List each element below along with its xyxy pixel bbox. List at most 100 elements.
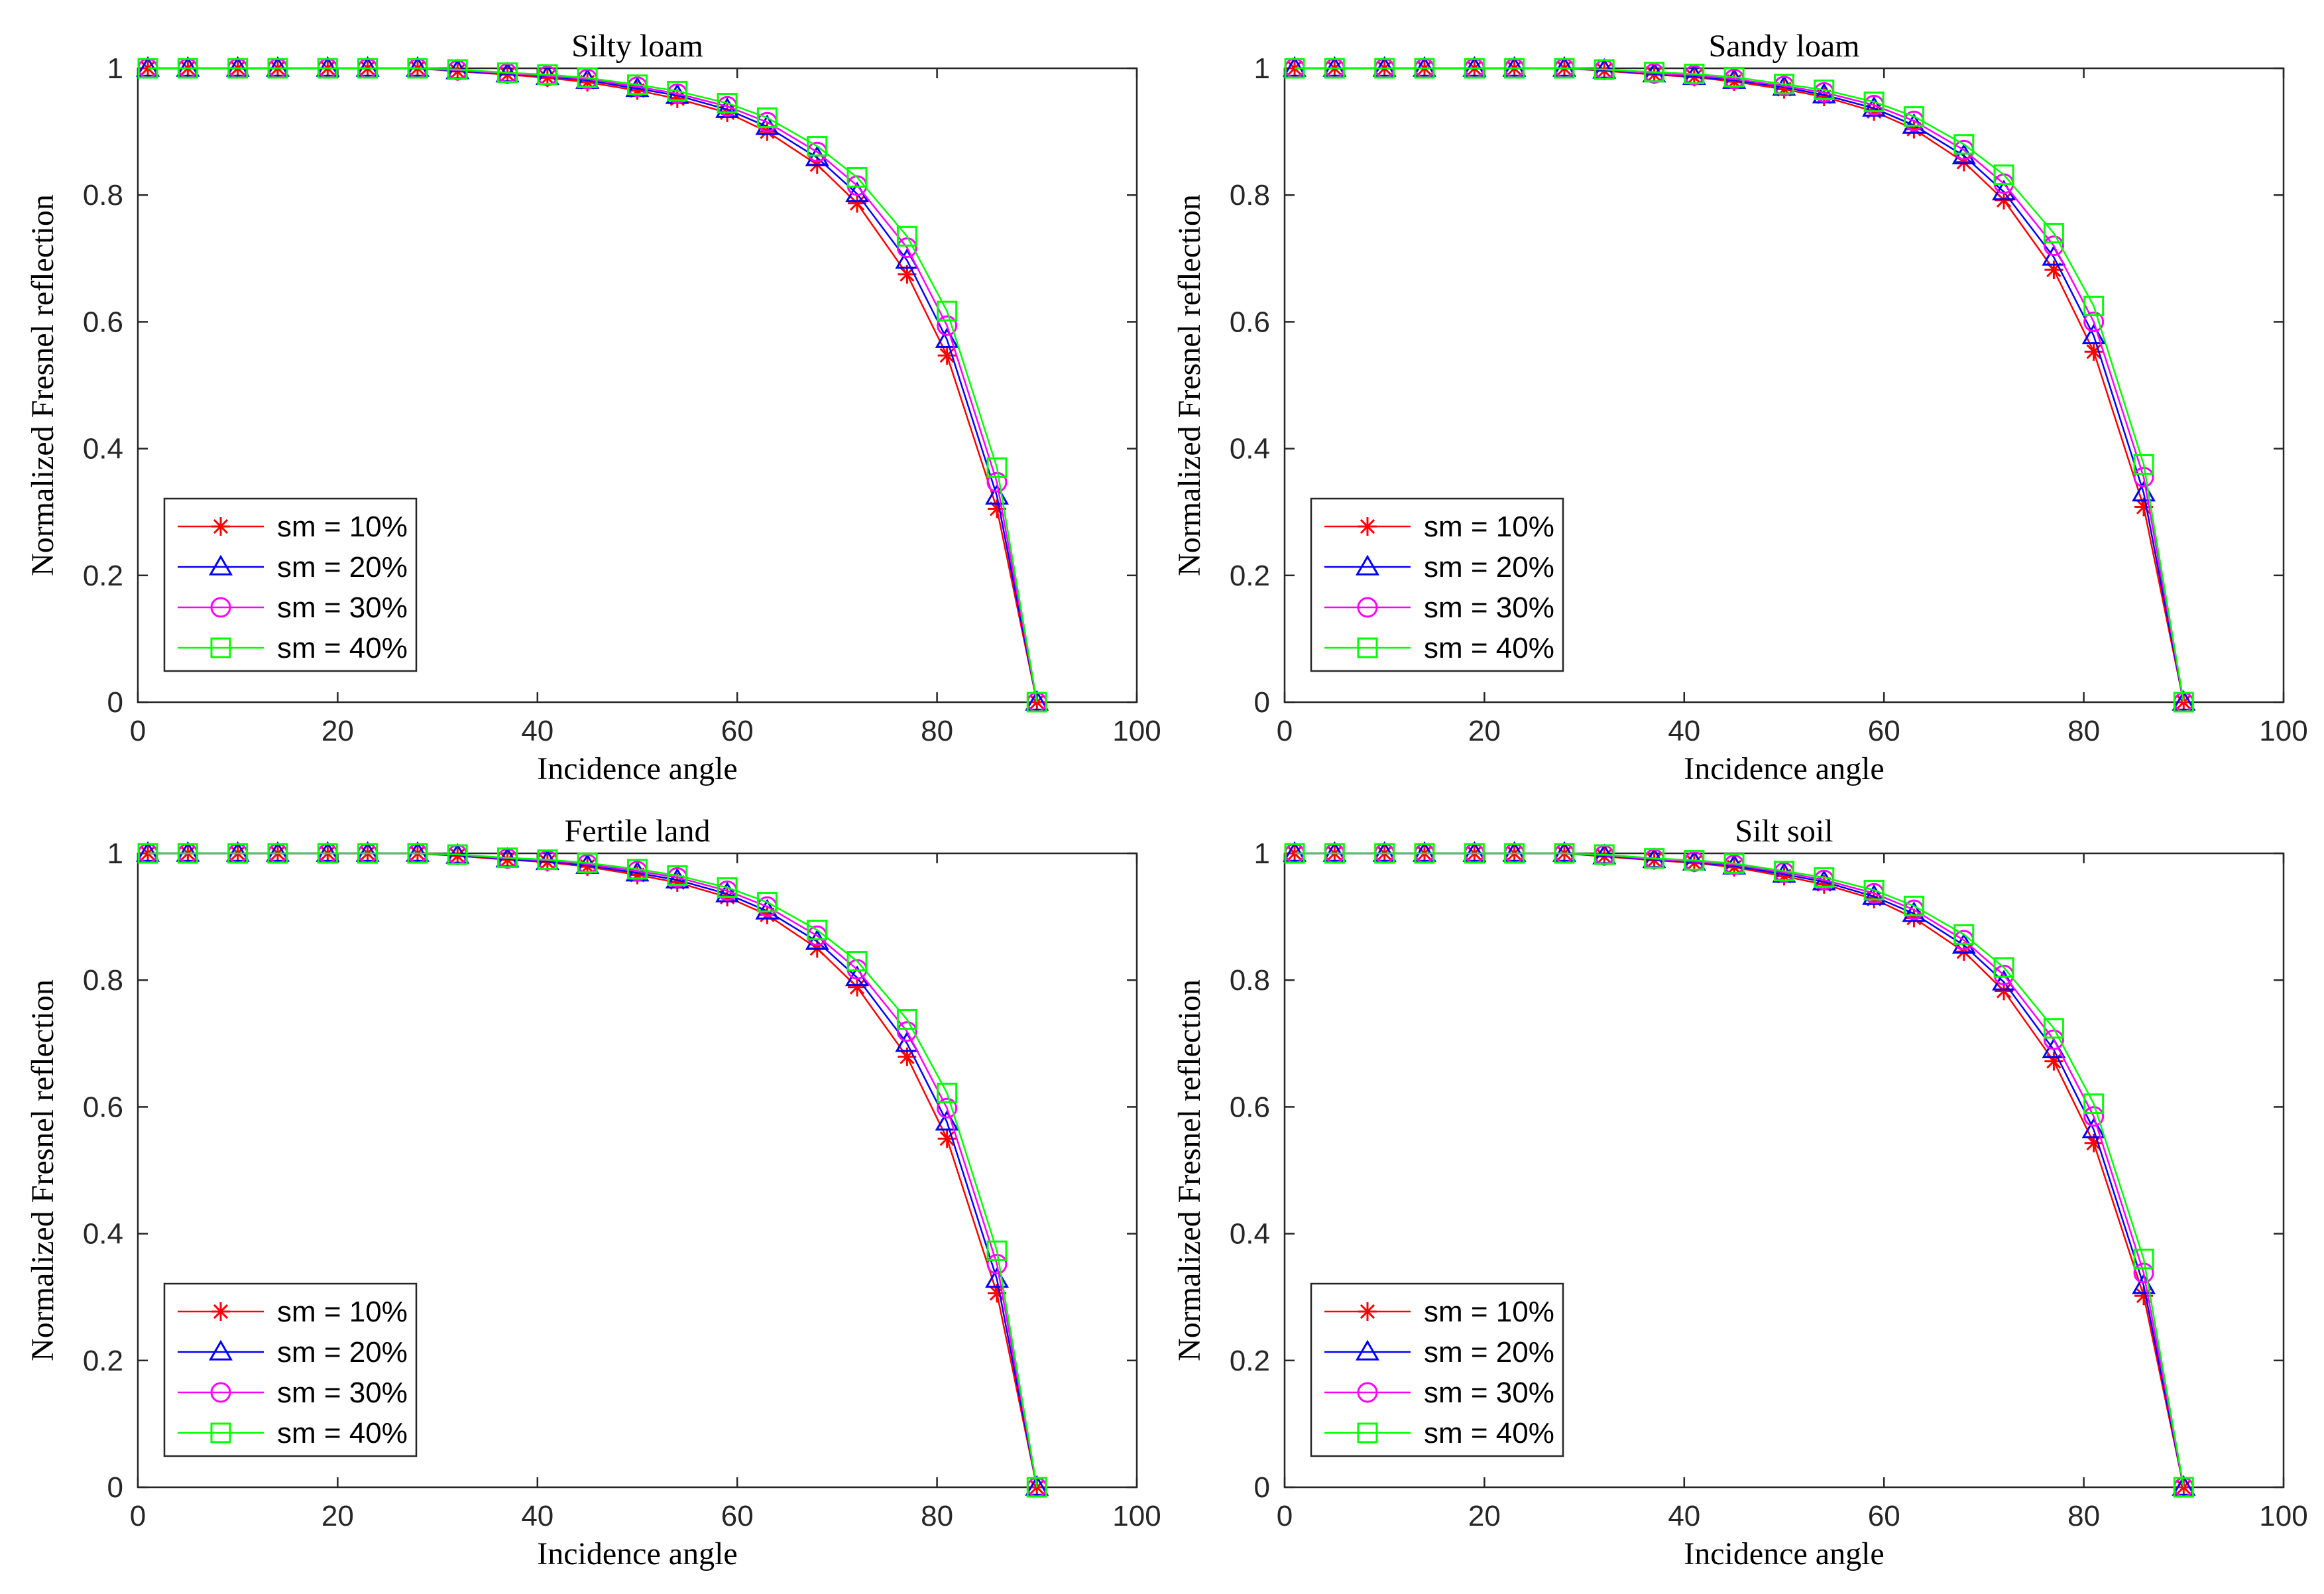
data-point — [1283, 841, 1307, 862]
series-line — [148, 852, 1038, 1488]
data-point — [1025, 1475, 1049, 1496]
legend-marker — [210, 597, 231, 618]
legend-item: sm = 40% — [1324, 1417, 1554, 1449]
data-point — [1774, 861, 1794, 882]
legend-marker — [210, 1422, 231, 1443]
data-point — [2081, 1117, 2106, 1138]
x-tick-label: 0 — [1277, 1500, 1293, 1532]
data-point — [355, 841, 380, 862]
legend-item: sm = 20% — [178, 551, 408, 583]
x-tick-label: 60 — [721, 1500, 754, 1532]
data-point — [2083, 1106, 2105, 1127]
data-point — [1322, 56, 1347, 77]
data-point — [1504, 843, 1525, 864]
data-point — [577, 852, 598, 873]
data-point — [667, 80, 688, 101]
data-point — [1993, 164, 2014, 186]
data-point — [2173, 1477, 2194, 1498]
data-point — [1374, 843, 1395, 864]
data-point — [1953, 134, 1975, 155]
data-point — [627, 74, 648, 95]
legend-item: sm = 20% — [1324, 1336, 1554, 1369]
legend-item: sm = 30% — [178, 1377, 408, 1409]
legend-marker — [1357, 597, 1378, 618]
legend-label: sm = 40% — [277, 1417, 408, 1449]
data-point — [405, 56, 430, 77]
x-tick-label: 100 — [2259, 1500, 2307, 1532]
data-point — [357, 58, 378, 79]
x-tick-label: 40 — [1668, 715, 1700, 747]
legend-box — [163, 1282, 418, 1457]
data-point — [537, 849, 558, 871]
legend-label: sm = 30% — [1424, 1377, 1554, 1409]
data-point — [2172, 1475, 2196, 1496]
legend-item: sm = 30% — [1324, 1377, 1554, 1409]
series-line — [1295, 852, 2185, 1488]
x-tick-label: 20 — [321, 1500, 354, 1532]
data-point — [848, 194, 867, 213]
y-tick-label: 0.4 — [1230, 433, 1270, 465]
x-axis-label: Incidence angle — [1684, 1536, 1884, 1571]
legend-item: sm = 20% — [1324, 551, 1554, 583]
data-point — [846, 951, 868, 972]
y-tick-label: 0.4 — [83, 433, 123, 465]
data-point — [225, 841, 250, 862]
data-point — [1723, 66, 1745, 88]
data-point — [717, 877, 738, 898]
x-tick-label: 40 — [521, 1500, 553, 1532]
legend-marker — [1357, 1382, 1378, 1403]
data-point — [937, 1082, 958, 1103]
data-point — [317, 58, 338, 79]
data-point — [1462, 56, 1487, 77]
legend-label: sm = 20% — [1424, 1336, 1554, 1369]
series-line — [1295, 67, 2185, 703]
legend-marker — [1355, 1339, 1380, 1361]
data-point — [627, 859, 648, 880]
y-tick-label: 0.2 — [1230, 560, 1270, 592]
y-tick-label: 0 — [107, 1471, 123, 1504]
data-point — [896, 1009, 917, 1030]
x-tick-label: 100 — [1112, 715, 1161, 747]
legend-label: sm = 20% — [277, 1336, 408, 1369]
data-point — [137, 843, 158, 864]
data-point — [1594, 844, 1615, 865]
data-point — [1903, 106, 1924, 127]
data-point — [2173, 692, 2194, 713]
data-point — [407, 58, 428, 79]
data-point — [1324, 58, 1345, 79]
y-tick-label: 1 — [1254, 837, 1270, 870]
data-point — [1814, 80, 1835, 101]
data-point — [1644, 62, 1665, 83]
y-axis-label: Normalized Fresnel reflection — [1172, 979, 1207, 1361]
x-tick-label: 20 — [1468, 715, 1501, 747]
data-point — [1644, 848, 1665, 869]
data-point — [1412, 841, 1436, 862]
data-point — [1684, 850, 1705, 871]
data-point — [986, 1240, 1008, 1261]
data-point — [1993, 957, 2014, 978]
data-point — [807, 920, 828, 941]
data-point — [1953, 924, 1975, 945]
data-point — [1594, 59, 1615, 80]
legend-marker — [1358, 517, 1377, 536]
x-axis-label: Incidence angle — [1684, 751, 1884, 786]
data-point — [937, 1097, 958, 1119]
data-point — [1414, 843, 1435, 864]
data-point — [497, 847, 518, 869]
legend-label: sm = 10% — [277, 1296, 408, 1328]
data-point — [2081, 324, 2106, 345]
chart-title: Silty loam — [571, 29, 703, 64]
legend-marker — [211, 517, 230, 536]
data-point — [177, 843, 198, 864]
legend-label: sm = 10% — [1424, 1296, 1554, 1328]
data-point — [225, 56, 250, 77]
chart-panel-3: 0 20 40 60 80 100 0 0.2 0.4 0.6 0.8 1 Fertile land In… — [25, 814, 1161, 1571]
data-point — [227, 843, 249, 864]
data-point — [227, 58, 249, 79]
chart-panel-2: 0 20 40 60 80 100 0 0.2 0.4 0.6 0.8 1 Sandy loam Inci… — [1172, 29, 2308, 786]
data-point — [1504, 58, 1525, 79]
data-point — [177, 58, 198, 79]
chart-panel-4: 0 20 40 60 80 100 0 0.2 0.4 0.6 0.8 1 Silt soil Incid… — [1172, 814, 2308, 1571]
y-axis-label: Normalized Fresnel reflection — [1172, 194, 1207, 576]
